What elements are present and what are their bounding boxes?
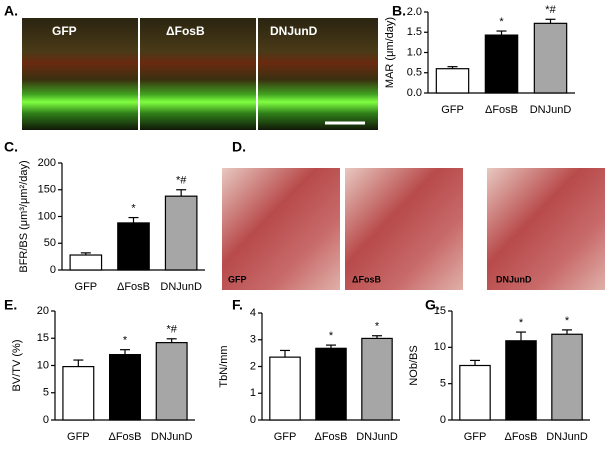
histology-images: GFP ΔFosB DNJunD [222, 168, 605, 290]
y-tick-label: 10 [37, 359, 49, 371]
x-tick-label: GFP [441, 104, 464, 116]
image-label: ΔFosB [352, 274, 381, 284]
y-tick-label: 4 [250, 307, 256, 319]
y-tick-label: 0 [440, 414, 446, 426]
panel-label: D. [232, 139, 246, 155]
y-tick-label: 0 [50, 264, 56, 276]
significance-label: * [375, 321, 380, 333]
bar [435, 68, 470, 94]
y-tick-label: 2.0 [407, 6, 422, 18]
image [345, 168, 463, 290]
x-tick-label: GFP [75, 281, 98, 293]
y-tick-label: 15 [37, 332, 49, 344]
y-tick-label: 100 [38, 210, 56, 222]
y-tick-label: 20 [37, 305, 49, 317]
significance-label: * [123, 335, 128, 347]
bar [315, 347, 347, 421]
significance-label: *# [545, 4, 556, 16]
panel-label: E. [4, 297, 17, 313]
x-tick-label: DNJunD [160, 281, 202, 293]
significance-label: *# [166, 324, 177, 336]
bar [361, 337, 393, 421]
y-tick-label: 1 [250, 387, 256, 399]
x-tick-label: DNJunD [530, 104, 572, 116]
significance-label: * [329, 330, 334, 342]
y-tick-label: 5 [43, 387, 49, 399]
y-axis-label: BFR/BS (μm³/μm²/day) [18, 160, 30, 272]
fluorescence-images: GFP ΔFosB DNJunD [22, 18, 378, 130]
bar [155, 342, 188, 421]
y-tick-label: 150 [38, 184, 56, 196]
image [22, 18, 138, 130]
x-tick-label: GFP [67, 431, 90, 443]
bar [117, 222, 150, 271]
bar [551, 333, 583, 421]
image [487, 168, 605, 290]
image-label: GFP [228, 274, 247, 284]
x-tick-label: ΔFosB [504, 431, 537, 443]
image-label: ΔFosB [166, 24, 205, 38]
y-tick-label: 5 [440, 378, 446, 390]
y-tick-label: 0 [250, 414, 256, 426]
y-axis-label: NOb/BS [408, 345, 420, 385]
x-tick-label: DNJunD [151, 431, 193, 443]
panel-label: F. [232, 297, 243, 313]
significance-label: * [519, 317, 524, 329]
y-tick-label: 0 [43, 414, 49, 426]
y-tick-label: 1.5 [407, 26, 422, 38]
image-label: DNJunD [270, 24, 318, 38]
y-tick-label: 3 [250, 334, 256, 346]
panel-label: B. [392, 3, 406, 19]
x-tick-label: ΔFosB [117, 281, 150, 293]
y-tick-label: 10 [434, 341, 446, 353]
image-label: DNJunD [496, 274, 532, 284]
y-axis-label: TbN/mm [218, 345, 230, 387]
y-axis-label: MAR (μm/day) [384, 17, 396, 88]
x-tick-label: ΔFosB [314, 431, 347, 443]
bar [533, 22, 568, 94]
image-label: GFP [52, 24, 77, 38]
x-tick-label: GFP [464, 431, 487, 443]
y-tick-label: 0.0 [407, 87, 422, 99]
bar [62, 365, 95, 421]
bar [69, 254, 103, 271]
significance-label: *# [176, 175, 187, 187]
bar [459, 364, 491, 421]
panel-label: G. [425, 297, 440, 313]
y-tick-label: 0.5 [407, 67, 422, 79]
significance-label: * [499, 16, 504, 28]
bar [269, 356, 301, 421]
significance-label: * [131, 202, 136, 214]
significance-label: * [565, 315, 570, 327]
panel-label: A. [4, 3, 18, 19]
image [222, 168, 340, 290]
bar [164, 195, 198, 271]
y-tick-label: 200 [38, 157, 56, 169]
x-tick-label: DNJunD [356, 431, 398, 443]
x-tick-label: ΔFosB [108, 431, 141, 443]
y-axis-label: BV/TV (%) [11, 340, 23, 392]
image [258, 18, 378, 130]
panel-label: C. [4, 139, 18, 155]
y-tick-label: 15 [434, 305, 446, 317]
bar [505, 340, 537, 421]
x-tick-label: ΔFosB [485, 104, 518, 116]
bar [484, 34, 519, 94]
x-tick-label: DNJunD [546, 431, 588, 443]
bar [108, 354, 141, 421]
y-tick-label: 1.0 [407, 46, 422, 58]
y-tick-label: 50 [44, 237, 56, 249]
y-tick-label: 2 [250, 360, 256, 372]
image [140, 18, 256, 130]
x-tick-label: GFP [274, 431, 297, 443]
